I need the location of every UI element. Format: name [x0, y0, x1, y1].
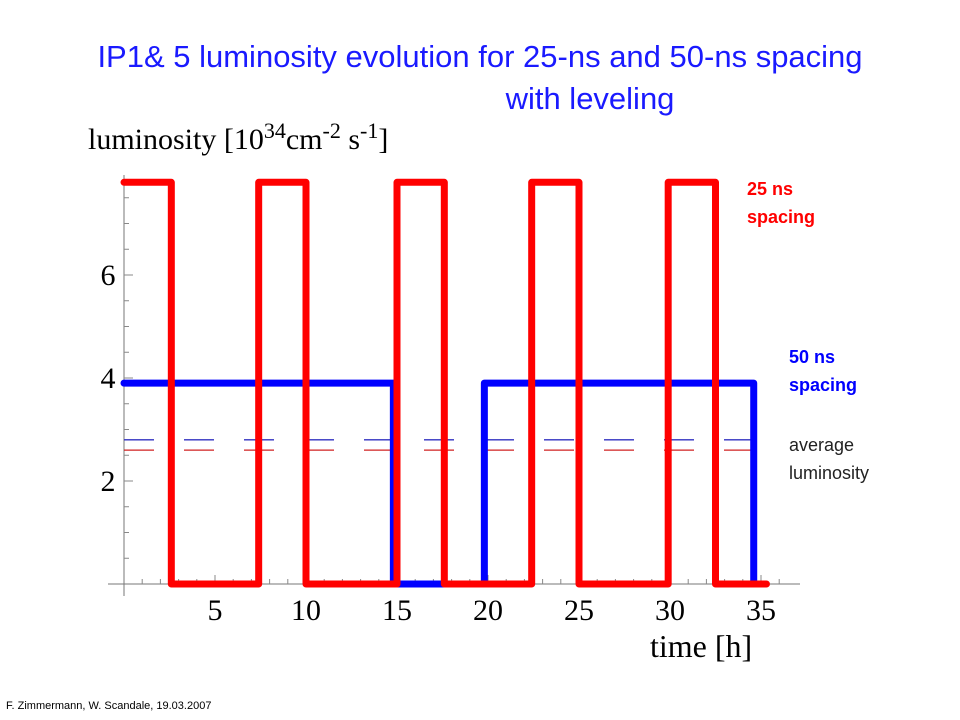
- x-tick-label: 35: [746, 594, 776, 627]
- y-tick-label: 6: [101, 259, 116, 292]
- x-tick-label: 25: [564, 594, 594, 627]
- legend-25ns: 25 ns spacing: [747, 179, 816, 227]
- y-axis-label-exp3: -1: [360, 118, 379, 143]
- x-axis-label: time [h]: [650, 628, 753, 664]
- x-tick-label: 15: [382, 594, 412, 627]
- y-axis-label-exp2: -2: [322, 118, 341, 143]
- legend-50ns: 50 ns spacing: [789, 347, 858, 395]
- y-axis-label-mid2: s: [340, 123, 361, 156]
- y-tick-label: 4: [101, 362, 116, 395]
- y-axis-label-exp1: 34: [263, 118, 286, 143]
- y-axis-label-base: luminosity [10: [88, 123, 264, 156]
- y-axis-label-mid: cm: [285, 123, 323, 156]
- x-tick-label: 20: [473, 594, 503, 627]
- x-tick-label: 30: [655, 594, 685, 627]
- y-axis-label-end: ]: [378, 123, 389, 156]
- y-axis-label: luminosity [1034cm-2 s-1]: [88, 118, 388, 157]
- chart-title-line1: IP1& 5 luminosity evolution for 25-ns an…: [97, 39, 863, 74]
- legend-average: average luminosity: [789, 435, 870, 483]
- footer-credit: F. Zimmermann, W. Scandale, 19.03.2007: [6, 700, 212, 712]
- chart-title-line2: with leveling: [505, 81, 675, 116]
- x-tick-label: 5: [208, 594, 223, 627]
- x-tick-label: 10: [291, 594, 321, 627]
- series-50ns-line: [120, 379, 758, 588]
- series-25ns-line: [120, 178, 770, 588]
- y-tick-label: 2: [101, 465, 116, 498]
